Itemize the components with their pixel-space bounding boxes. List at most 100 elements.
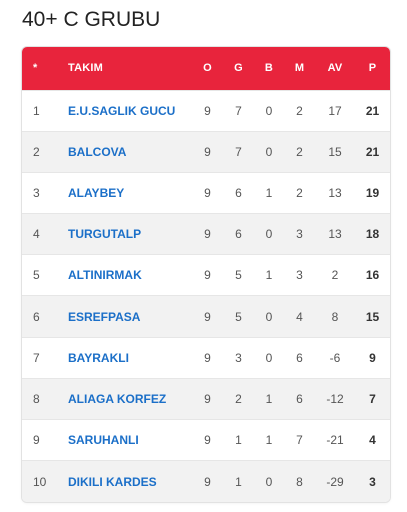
header-lost: M <box>294 62 305 75</box>
table-body: 1 E.U.SAGLIK GUCU 9 7 0 2 17 21 2 BALCOVA 9 7 0 2 15 21… <box>22 90 390 502</box>
cell-goal-diff: -12 <box>326 391 344 406</box>
cell-lost: 2 <box>296 103 303 118</box>
cell-played: 9 <box>204 474 211 489</box>
page-title: 40+ C GRUBU <box>22 8 161 31</box>
cell-lost: 6 <box>296 350 303 365</box>
cell-points: 18 <box>365 227 380 242</box>
cell-points: 21 <box>365 144 380 159</box>
cell-lost: 4 <box>296 309 303 324</box>
cell-drawn: 1 <box>265 185 273 200</box>
cell-won: 7 <box>235 144 242 159</box>
cell-points: 9 <box>369 350 376 365</box>
cell-points: 7 <box>369 391 376 406</box>
cell-drawn: 0 <box>265 309 273 324</box>
table-row: 9 SARUHANLI 9 1 1 7 -21 4 <box>22 419 390 461</box>
standings-table-container: * TAKIM O G B M AV P 1 E.U.SAGLIK GUCU 9 7 0… <box>22 47 390 502</box>
cell-drawn: 0 <box>265 144 273 159</box>
team-link[interactable]: DIKILI KARDES <box>68 474 157 489</box>
cell-goal-diff: 17 <box>328 103 342 118</box>
cell-drawn: 0 <box>265 227 273 242</box>
cell-drawn: 1 <box>265 391 273 406</box>
cell-played: 9 <box>204 391 211 406</box>
header-row: * TAKIM O G B M AV P <box>22 47 390 90</box>
cell-lost: 3 <box>296 227 303 242</box>
cell-points: 19 <box>365 185 380 200</box>
header-goal-diff: AV <box>327 62 343 75</box>
cell-points: 3 <box>369 474 376 489</box>
team-link[interactable]: ALIAGA KORFEZ <box>68 391 167 406</box>
cell-drawn: 0 <box>265 474 273 489</box>
table-row: 1 E.U.SAGLIK GUCU 9 7 0 2 17 21 <box>22 90 390 132</box>
cell-goal-diff: 2 <box>331 268 339 283</box>
team-link[interactable]: ESREFPASA <box>68 309 141 324</box>
cell-rank: 4 <box>33 227 40 242</box>
cell-drawn: 0 <box>265 350 273 365</box>
team-link[interactable]: ALAYBEY <box>68 185 125 200</box>
cell-lost: 2 <box>296 144 303 159</box>
cell-rank: 5 <box>33 268 40 283</box>
cell-lost: 6 <box>296 391 303 406</box>
cell-rank: 10 <box>33 474 47 489</box>
team-link[interactable]: ALTINIRMAK <box>68 268 142 283</box>
cell-played: 9 <box>204 268 211 283</box>
team-link[interactable]: BALCOVA <box>68 144 127 159</box>
cell-points: 4 <box>369 433 376 448</box>
cell-points: 15 <box>365 309 380 324</box>
cell-rank: 9 <box>33 433 40 448</box>
team-link[interactable]: E.U.SAGLIK GUCU <box>68 103 176 118</box>
cell-won: 2 <box>235 391 242 406</box>
cell-lost: 3 <box>296 268 303 283</box>
team-link[interactable]: SARUHANLI <box>68 433 139 448</box>
cell-rank: 6 <box>33 309 40 324</box>
cell-points: 21 <box>365 103 380 118</box>
table-row: 4 TURGUTALP 9 6 0 3 13 18 <box>22 213 390 255</box>
cell-goal-diff: 15 <box>328 144 342 159</box>
cell-rank: 3 <box>33 185 40 200</box>
cell-rank: 1 <box>33 103 40 118</box>
cell-won: 5 <box>235 309 242 324</box>
team-link[interactable]: BAYRAKLI <box>68 350 129 365</box>
cell-played: 9 <box>204 309 211 324</box>
header-played: O <box>203 62 212 75</box>
cell-rank: 2 <box>33 144 40 159</box>
header-won: G <box>234 62 243 75</box>
cell-played: 9 <box>204 144 211 159</box>
team-link[interactable]: TURGUTALP <box>68 227 142 242</box>
cell-rank: 7 <box>33 350 40 365</box>
cell-goal-diff: 13 <box>328 185 342 200</box>
header-team: TAKIM <box>68 62 104 75</box>
table-row: 5 ALTINIRMAK 9 5 1 3 2 16 <box>22 254 390 296</box>
cell-goal-diff: -29 <box>326 474 344 489</box>
cell-won: 6 <box>235 227 242 242</box>
cell-drawn: 1 <box>265 268 273 283</box>
table-header: * TAKIM O G B M AV P <box>22 47 390 90</box>
cell-played: 9 <box>204 433 211 448</box>
cell-lost: 2 <box>296 185 303 200</box>
header-points: P <box>368 62 377 75</box>
cell-lost: 8 <box>296 474 303 489</box>
table-row: 2 BALCOVA 9 7 0 2 15 21 <box>22 131 390 173</box>
cell-won: 7 <box>235 103 242 118</box>
cell-lost: 7 <box>296 433 303 448</box>
cell-played: 9 <box>204 350 211 365</box>
cell-goal-diff: 8 <box>331 309 339 324</box>
header-drawn: B <box>264 62 274 75</box>
standings-table: * TAKIM O G B M AV P 1 E.U.SAGLIK GUCU 9 7 0… <box>22 47 390 502</box>
cell-won: 6 <box>235 185 242 200</box>
cell-won: 5 <box>235 268 242 283</box>
cell-goal-diff: -6 <box>329 350 341 365</box>
cell-played: 9 <box>204 103 211 118</box>
cell-played: 9 <box>204 227 211 242</box>
cell-won: 3 <box>235 350 242 365</box>
cell-goal-diff: -21 <box>326 433 344 448</box>
cell-goal-diff: 13 <box>328 227 342 242</box>
table-row: 7 BAYRAKLI 9 3 0 6 -6 9 <box>22 337 390 379</box>
cell-points: 16 <box>365 268 380 283</box>
cell-drawn: 1 <box>265 433 273 448</box>
cell-played: 9 <box>204 185 211 200</box>
header-rank: * <box>33 62 38 75</box>
cell-drawn: 0 <box>265 103 273 118</box>
cell-won: 1 <box>235 474 242 489</box>
cell-won: 1 <box>235 433 242 448</box>
table-row: 6 ESREFPASA 9 5 0 4 8 15 <box>22 295 390 338</box>
